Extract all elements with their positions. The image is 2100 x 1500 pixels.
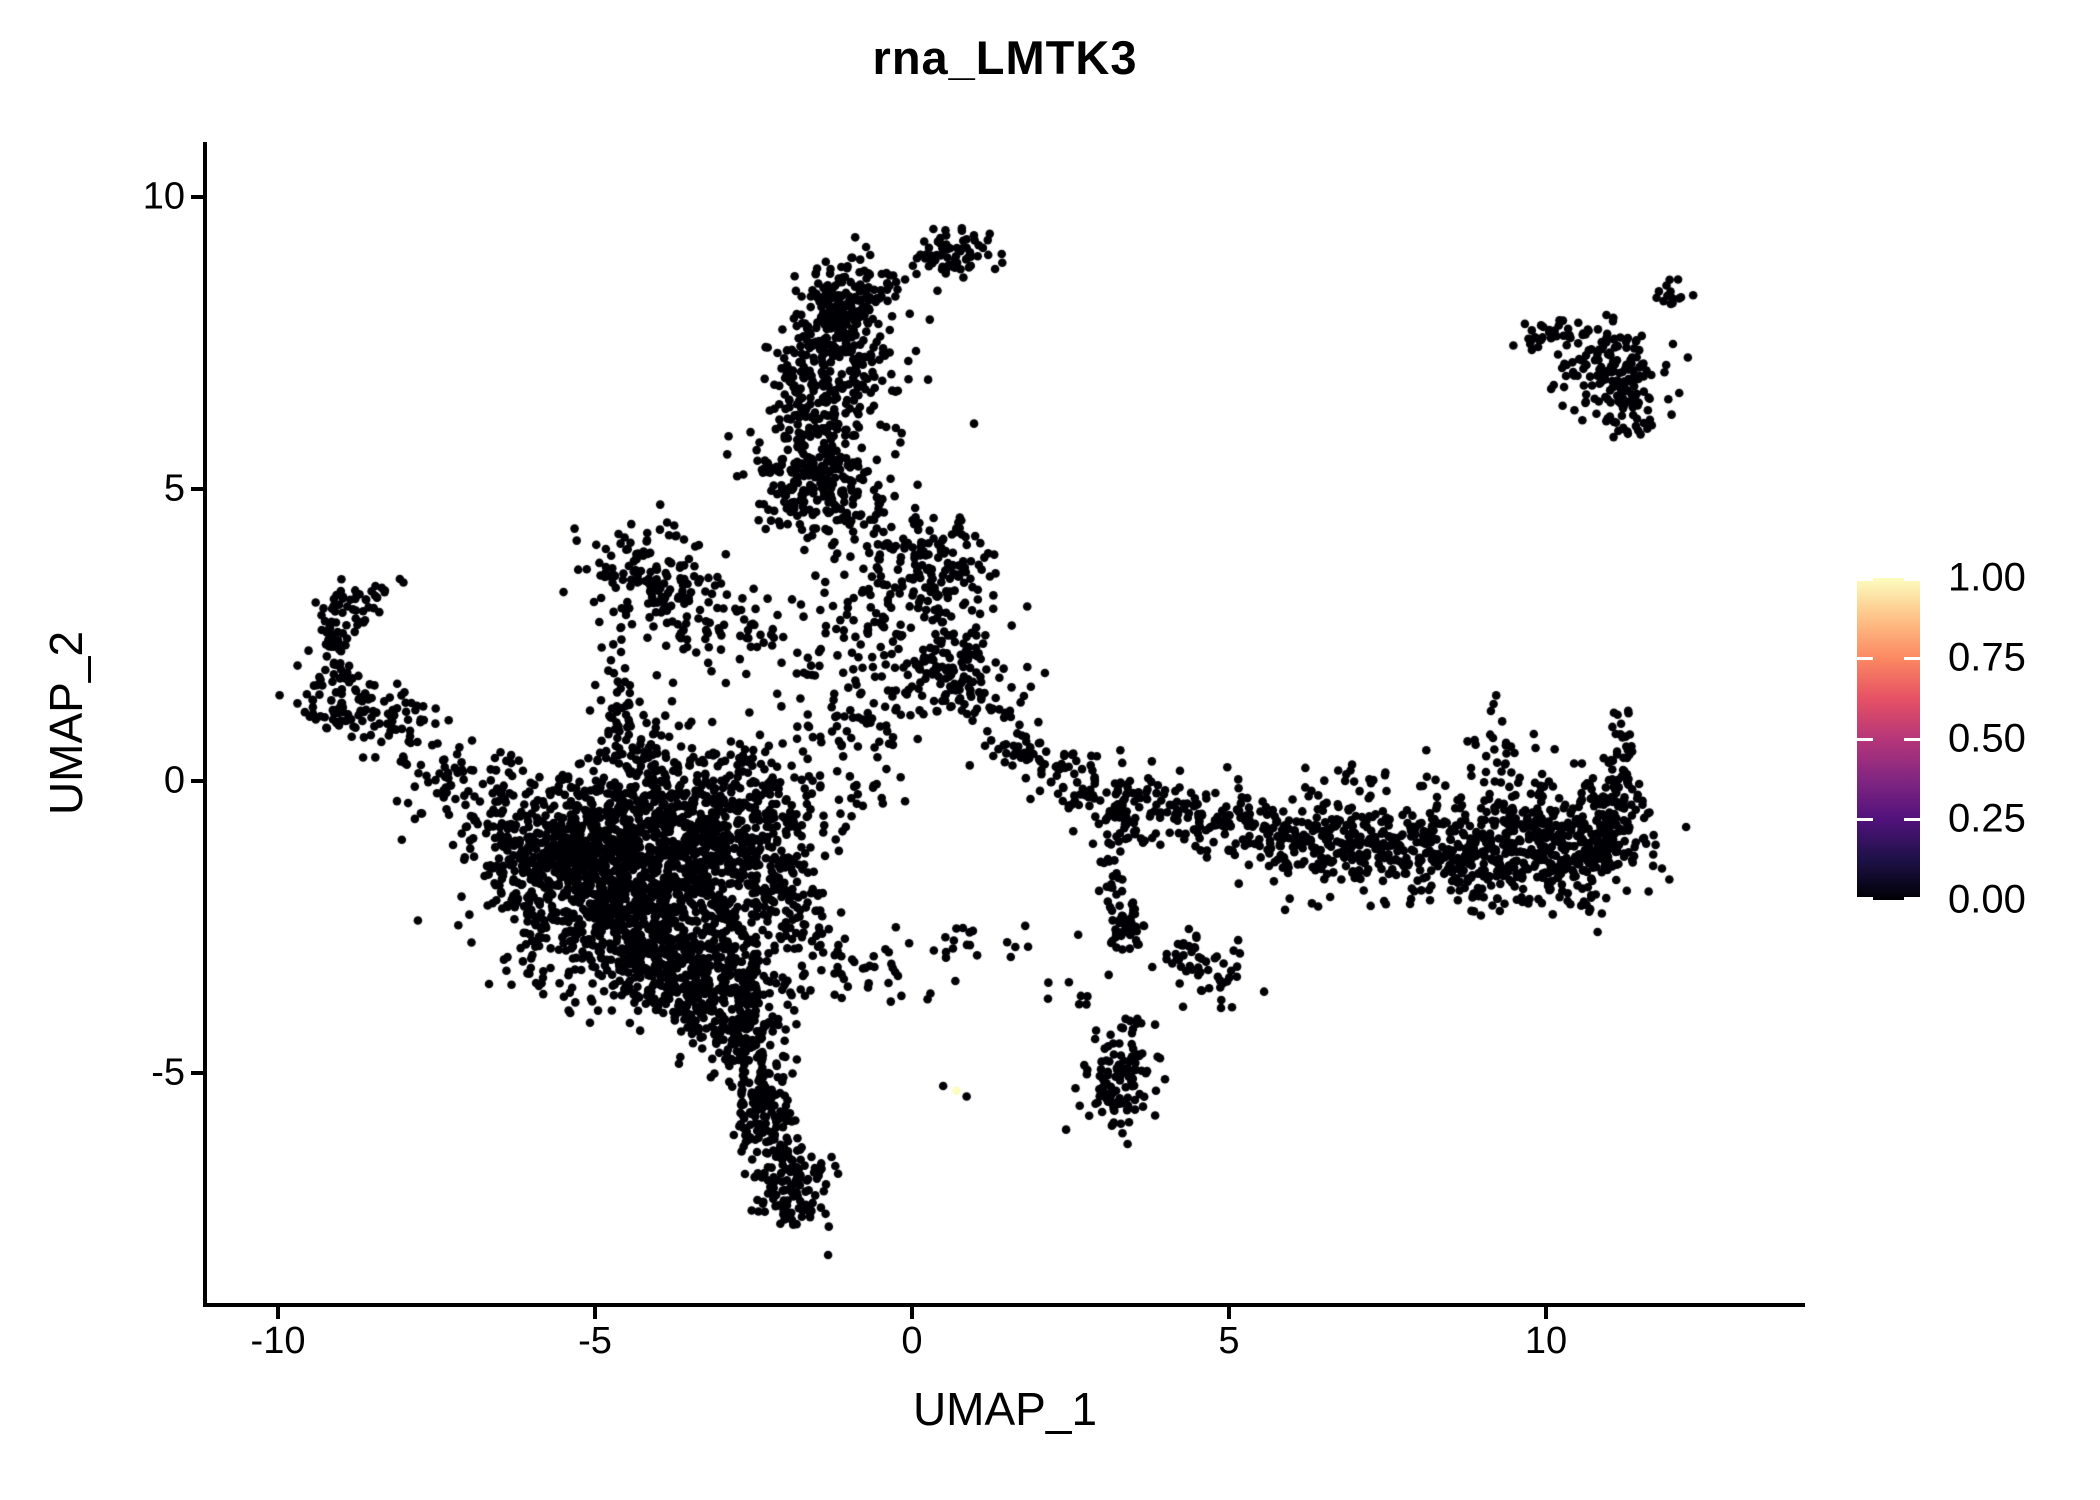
- x-axis-ticks: [276, 1305, 1548, 1319]
- y-tick-label: -5: [151, 1051, 185, 1094]
- x-tick-label: 0: [901, 1320, 923, 1362]
- colorbar-tick-label: 0.75: [1948, 635, 2026, 680]
- colorbar-tick-label: 0.00: [1948, 877, 2026, 922]
- x-tick-label: 5: [1218, 1320, 1240, 1362]
- y-axis-ticks: [191, 195, 205, 1075]
- colorbar-tick-mark: [1904, 737, 1920, 741]
- colorbar-tick-label: 0.25: [1948, 796, 2026, 841]
- y-tick-label: 5: [163, 467, 185, 510]
- colorbar-tick-mark: [1904, 578, 1920, 581]
- colorbar-tick-mark: [1857, 818, 1873, 821]
- y-tick-label: 0: [163, 759, 185, 802]
- chart-title: rna_LMTK3: [872, 31, 1138, 84]
- colorbar-tick-label: 0.50: [1948, 716, 2026, 761]
- x-tick-label: -5: [578, 1320, 612, 1362]
- x-tick-label: -10: [250, 1320, 306, 1362]
- colorbar-tick-mark: [1857, 657, 1873, 660]
- colorbar-tick-mark: [1857, 897, 1873, 900]
- colorbar-tick-mark: [1857, 737, 1873, 741]
- colorbar-tick-label: 1.00: [1948, 555, 2026, 600]
- x-tick-label: 10: [1524, 1320, 1568, 1362]
- x-axis-label: UMAP_1: [912, 1383, 1098, 1435]
- colorbar-tick-mark: [1904, 897, 1920, 900]
- colorbar-tick-mark: [1857, 578, 1873, 581]
- colorbar-tick-mark: [1904, 818, 1920, 821]
- colorbar-tick-mark: [1904, 657, 1920, 660]
- colorbar-gradient: [1857, 578, 1920, 900]
- y-tick-label: 10: [142, 175, 185, 218]
